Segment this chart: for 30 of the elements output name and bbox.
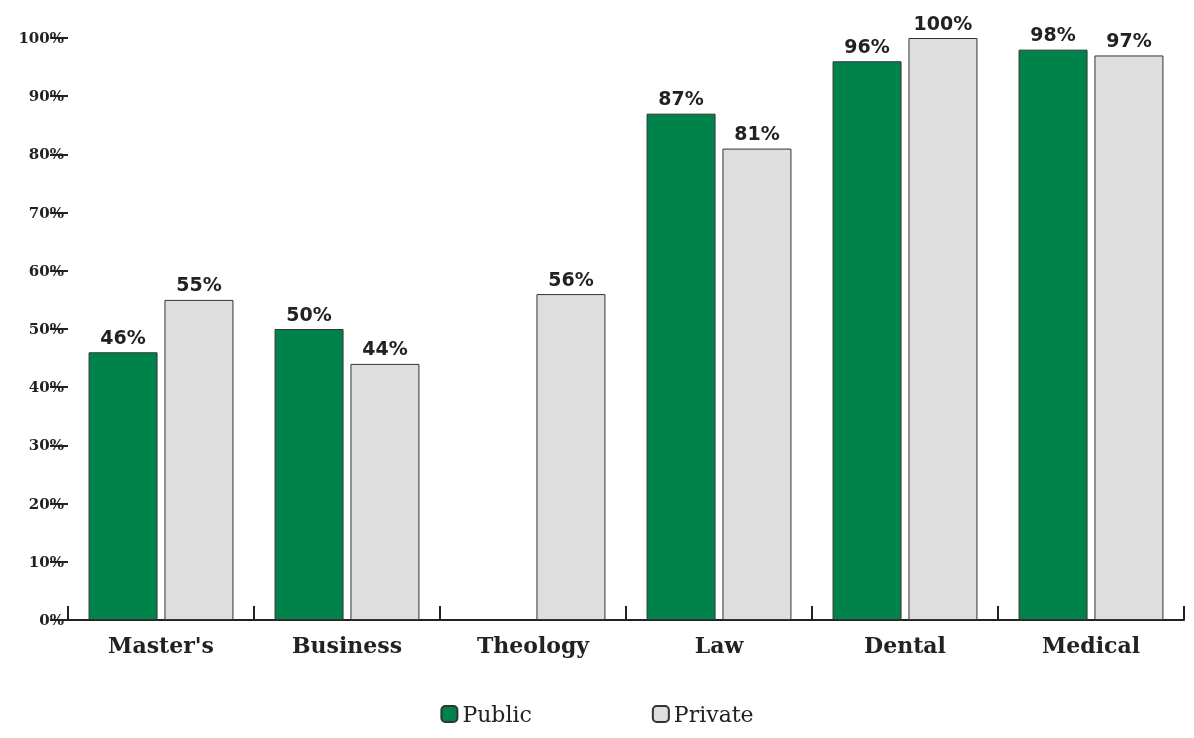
data-label: 98% xyxy=(1030,23,1076,46)
data-label: 96% xyxy=(844,34,890,57)
legend-label: Public xyxy=(462,701,532,727)
data-label: 87% xyxy=(658,87,704,110)
bar xyxy=(722,148,792,620)
x-tick-label: Medical xyxy=(1041,632,1141,658)
data-label: 55% xyxy=(176,273,222,296)
x-tick-label: Master's xyxy=(108,632,214,658)
data-label: 46% xyxy=(100,325,146,348)
bar xyxy=(536,294,606,620)
data-label: 44% xyxy=(362,337,408,360)
bar xyxy=(1018,49,1088,620)
data-label: 100% xyxy=(913,11,973,34)
bar xyxy=(832,61,902,620)
legend-label: Private xyxy=(673,701,754,727)
bar xyxy=(274,329,344,620)
x-tick-label: Law xyxy=(694,632,745,658)
x-tick-label: Business xyxy=(291,632,403,658)
bar xyxy=(88,352,158,620)
bar xyxy=(646,113,716,620)
bar xyxy=(350,363,420,620)
data-label: 56% xyxy=(548,267,594,290)
data-label: 81% xyxy=(734,122,780,145)
x-tick-label: Dental xyxy=(864,632,946,658)
bar xyxy=(908,38,978,620)
bar xyxy=(164,299,234,620)
data-label: 97% xyxy=(1106,28,1152,51)
bar xyxy=(1094,55,1164,620)
x-tick-label: Theology xyxy=(476,632,591,658)
data-label: 50% xyxy=(286,302,332,325)
